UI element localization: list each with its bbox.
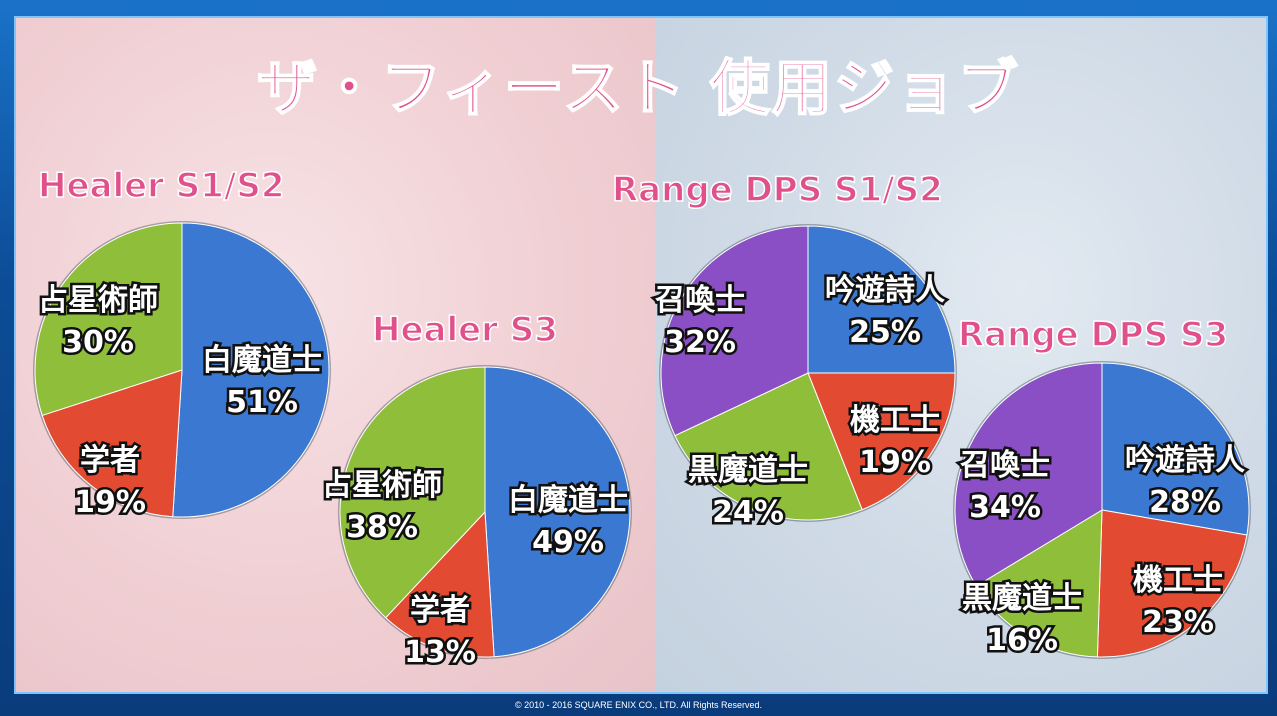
slice-percent: 24% bbox=[712, 495, 784, 530]
slice-percent: 30% bbox=[62, 325, 134, 360]
slice-label: 機工士 bbox=[850, 403, 940, 438]
pie-slice bbox=[1096, 509, 1248, 658]
slice-label: 召喚士 bbox=[959, 448, 1050, 483]
pie-slice bbox=[975, 509, 1103, 658]
pie-slice bbox=[484, 366, 631, 658]
slice-percent: 28% bbox=[1149, 485, 1221, 520]
slice-percent: 23% bbox=[1142, 605, 1214, 640]
slice-label: 学者 bbox=[80, 443, 140, 478]
slice-label: 召喚士 bbox=[654, 283, 745, 318]
pie-slice bbox=[807, 225, 956, 374]
pie-2: 吟遊詩人 25% 機工士 19% 黒魔道士 24% 召喚士 32% bbox=[652, 224, 957, 533]
slice-percent: 16% bbox=[986, 623, 1058, 658]
slice-label: 吟遊詩人 bbox=[1125, 443, 1245, 478]
slice-label: 学者 bbox=[410, 593, 470, 628]
chart-title-range-s1s2: Range DPS S1/S2 bbox=[611, 169, 943, 211]
slice-label: 白魔道士 bbox=[508, 483, 628, 518]
pie-0: 白魔道士 51% 学者 19% 占星術師 30% bbox=[33, 221, 331, 523]
pie-slice bbox=[807, 372, 956, 511]
slice-label: 黒魔道士 bbox=[962, 581, 1082, 616]
copyright-text: © 2010 - 2016 SQUARE ENIX CO., LTD. All … bbox=[514, 700, 763, 710]
slice-label: 占星術師 bbox=[38, 283, 158, 318]
slice-percent: 19% bbox=[74, 485, 146, 520]
slice-label: 機工士 bbox=[1133, 563, 1223, 598]
pie-3: 吟遊詩人 28% 機工士 23% 黒魔道士 16% 召喚士 34% bbox=[953, 361, 1251, 661]
slice-percent: 34% bbox=[969, 490, 1041, 525]
slice-label: 白魔道士 bbox=[202, 343, 322, 378]
pie-slice bbox=[1101, 362, 1250, 536]
slice-percent: 32% bbox=[664, 325, 736, 360]
slice-percent: 51% bbox=[226, 385, 298, 420]
slice-percent: 13% bbox=[404, 635, 476, 670]
slice-percent: 19% bbox=[859, 445, 931, 480]
slice-percent: 49% bbox=[532, 525, 604, 560]
chart-title-healer-s1s2: Healer S1/S2 bbox=[37, 165, 285, 207]
slice-label: 占星術師 bbox=[322, 468, 442, 503]
pie-slice bbox=[674, 372, 863, 521]
chart-title-range-s3: Range DPS S3 bbox=[957, 314, 1229, 356]
chart-title-healer-s3: Healer S3 bbox=[371, 309, 558, 351]
pie-1: 白魔道士 49% 学者 13% 占星術師 38% bbox=[320, 365, 632, 673]
slice-label: 黒魔道士 bbox=[688, 453, 808, 488]
slide-title: ザ・フィースト 使用ジョブ bbox=[256, 53, 1020, 125]
slice-percent: 25% bbox=[849, 315, 921, 350]
pie-slice bbox=[385, 510, 495, 658]
pie-slice bbox=[660, 225, 809, 437]
pie-slice bbox=[954, 362, 1103, 587]
pie-slice bbox=[172, 222, 330, 518]
pie-slice bbox=[41, 369, 183, 518]
slice-percent: 38% bbox=[346, 510, 418, 545]
slice-label: 吟遊詩人 bbox=[825, 273, 945, 308]
pie-slice bbox=[339, 366, 486, 619]
pie-slice bbox=[34, 222, 183, 417]
